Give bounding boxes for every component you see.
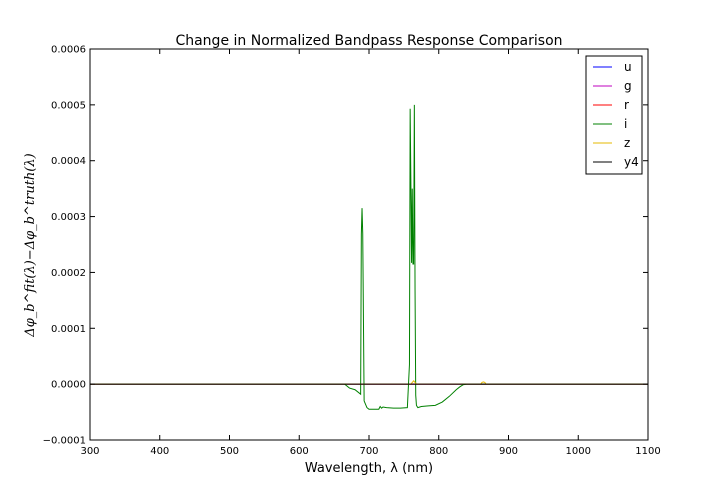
x-tick-label: 300 bbox=[80, 446, 99, 457]
x-tick-label: 1100 bbox=[635, 446, 660, 457]
legend-label-u: u bbox=[624, 60, 632, 74]
x-tick-label: 600 bbox=[290, 446, 309, 457]
y-tick-label: 0.0006 bbox=[51, 45, 86, 56]
series-line-z bbox=[90, 380, 648, 385]
legend-label-i: i bbox=[624, 117, 627, 131]
chart-title: Change in Normalized Bandpass Response C… bbox=[175, 33, 562, 49]
y-tick-label: 0.0005 bbox=[51, 100, 86, 111]
y-tick-label: 0.0004 bbox=[51, 156, 86, 167]
legend-label-r: r bbox=[624, 98, 629, 112]
y-tick-label: 0.0003 bbox=[51, 212, 86, 223]
x-tick-label: 900 bbox=[499, 446, 518, 457]
legend-label-g: g bbox=[624, 79, 632, 93]
x-tick-label: 1000 bbox=[566, 446, 591, 457]
legend-box bbox=[585, 55, 643, 175]
tick-layer: 300 400 500 600 700 800 900 1000 1100 −0.0001 0.00… bbox=[43, 45, 661, 458]
y-axis-label: Δφ_b^fit(λ)−Δφ_b^truth(λ) bbox=[23, 153, 38, 337]
series-layer bbox=[90, 104, 648, 410]
x-tick-label: 700 bbox=[359, 446, 378, 457]
x-axis-label: Wavelength, λ (nm) bbox=[305, 461, 433, 476]
y-tick-label: 0.0002 bbox=[51, 268, 86, 279]
y-tick-label: 0.0001 bbox=[51, 324, 86, 335]
legend-label-z: z bbox=[624, 136, 630, 150]
legend-label-y4: y4 bbox=[624, 155, 639, 169]
plot-frame bbox=[89, 48, 649, 441]
y-tick-label: −0.0001 bbox=[43, 436, 86, 447]
x-tick-label: 800 bbox=[429, 446, 448, 457]
x-tick-label: 500 bbox=[220, 446, 239, 457]
series-line-i bbox=[90, 104, 648, 410]
y-tick-label: 0.0000 bbox=[51, 380, 86, 391]
x-tick-label: 400 bbox=[150, 446, 169, 457]
